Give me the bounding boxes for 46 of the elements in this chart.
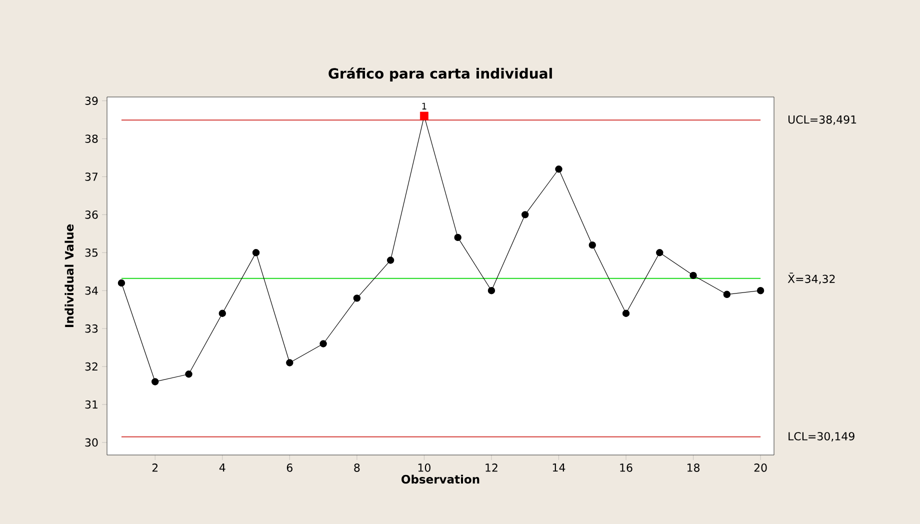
point (386, 256, 394, 264)
x-tick-label: 12 (486, 464, 498, 472)
point (756, 287, 764, 294)
annotation: 1 (422, 102, 426, 110)
point (286, 359, 294, 366)
point (185, 370, 192, 378)
y-tick-label: 39 (85, 96, 98, 105)
point (690, 272, 697, 280)
x-tick-label: 10 (418, 464, 430, 472)
y-tick-label: 31 (85, 400, 98, 409)
y-tick-label: 30 (85, 438, 98, 447)
x-tick-label: 16 (620, 464, 632, 472)
point (622, 310, 630, 317)
x-tick-label: 6 (286, 464, 292, 472)
point (723, 290, 731, 298)
x-tick-label: 18 (687, 464, 700, 472)
y-tick-label: 38 (85, 134, 98, 143)
point (320, 340, 327, 348)
point (218, 310, 226, 317)
ref-line-label: UCL=38,491 (788, 115, 856, 125)
x-axis-title: Observation (402, 474, 480, 484)
x-tick-label: 2 (152, 464, 158, 472)
y-tick-label: 37 (85, 172, 98, 181)
point (656, 249, 664, 256)
x-tick-label: 4 (219, 464, 226, 472)
point (588, 241, 596, 249)
y-tick-label: 32 (85, 362, 98, 371)
y-tick-label: 35 (85, 248, 98, 257)
point (353, 294, 361, 302)
x-tick-label: 8 (354, 464, 360, 472)
y-axis-title: Individual Value (64, 224, 74, 328)
chart-title: Gráfico para carta individual (328, 67, 552, 82)
point (152, 378, 159, 386)
point (488, 287, 496, 294)
point (555, 166, 562, 173)
x-tick-label: 14 (552, 464, 566, 472)
point (252, 249, 260, 256)
point (118, 279, 126, 287)
ref-line-label: X̄=34,32 (788, 272, 835, 284)
x-tick-label: 20 (754, 464, 767, 472)
ref-line-label: LCL=30,149 (788, 432, 854, 442)
point (454, 234, 462, 242)
y-tick-label: 34 (85, 286, 98, 295)
point (522, 211, 529, 218)
y-tick-label: 33 (85, 324, 98, 333)
y-tick-label: 36 (85, 210, 98, 219)
